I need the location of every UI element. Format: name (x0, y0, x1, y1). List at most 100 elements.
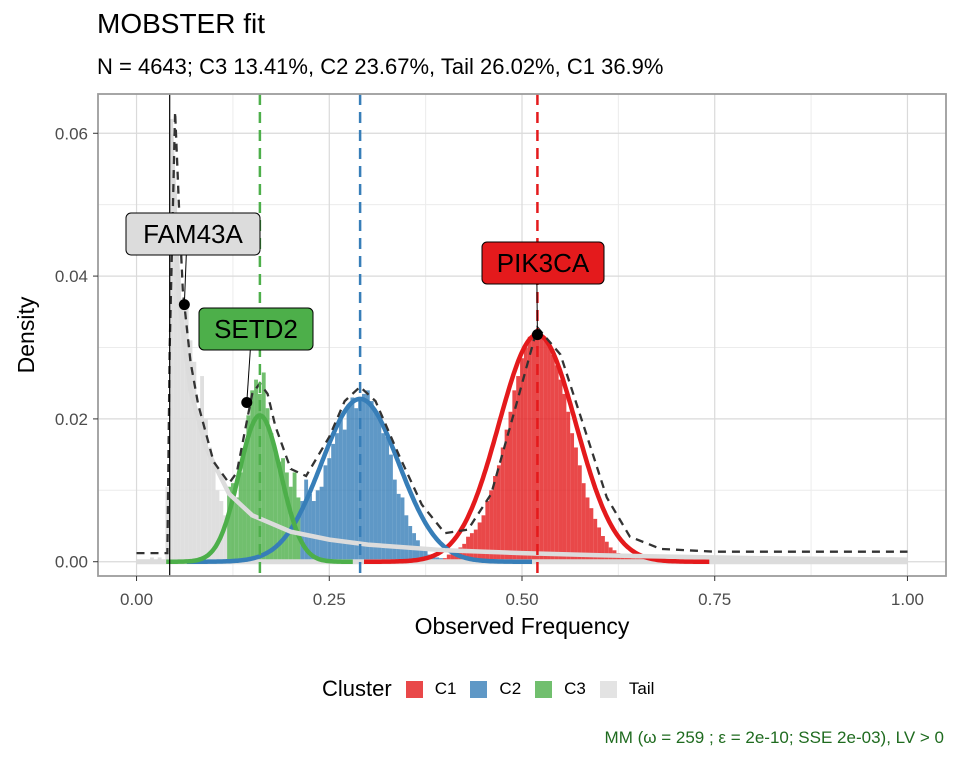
histogram-bar (419, 547, 424, 562)
histogram-bar (604, 541, 609, 562)
annotation-fam43a: FAM43A (125, 212, 261, 311)
histogram-bar (547, 343, 551, 562)
histogram-bar (562, 393, 567, 562)
histogram-bar (331, 443, 336, 562)
histogram-bar (585, 497, 590, 562)
histogram-bar (431, 556, 436, 562)
legend-title: Cluster (322, 676, 392, 701)
histogram-bar (288, 486, 293, 562)
histogram-bar (238, 472, 243, 562)
histogram-bar (450, 553, 455, 562)
annotation-leader (536, 283, 538, 335)
histogram-bar (365, 390, 370, 562)
histogram-bar (593, 518, 598, 562)
histogram-bar (234, 497, 239, 562)
histogram-bar (396, 493, 401, 562)
histogram-bar (230, 483, 235, 562)
histogram-bar (566, 411, 571, 562)
histogram-bar (277, 461, 282, 562)
histogram-bar (477, 522, 482, 562)
legend-item-c2: C2 (470, 679, 521, 699)
legend-item-c1: C1 (405, 679, 457, 699)
histogram-bar (173, 190, 178, 562)
histogram-bar (446, 554, 451, 562)
histogram-bar (304, 479, 309, 562)
histogram-bar (620, 554, 625, 562)
histogram-bar (601, 536, 605, 562)
histogram-bar (354, 408, 359, 562)
histogram-bar (558, 379, 563, 562)
histogram-bar (481, 515, 486, 562)
histogram-bar (531, 333, 536, 562)
legend-label-tail: Tail (628, 679, 655, 698)
histogram-bar (624, 556, 628, 562)
y-axis-label: Density (13, 296, 39, 373)
annotation-point (531, 329, 543, 341)
histogram-bar (265, 408, 270, 562)
legend-label-c1: C1 (434, 679, 457, 698)
histogram-bar (315, 490, 320, 562)
histogram-bar (342, 429, 347, 562)
histogram-bar (192, 361, 197, 562)
histogram-bar (188, 340, 193, 562)
histogram-bar (207, 447, 212, 562)
histogram-bar (362, 393, 366, 562)
histogram-bars (150, 118, 655, 562)
histogram-bar (300, 501, 305, 562)
chart-subtitle: N = 4643; C3 13.41%, C2 23.67%, Tail 26.… (97, 54, 664, 79)
histogram-bar (273, 451, 278, 562)
annotation-label-box (481, 241, 605, 285)
histogram-bar (523, 347, 528, 562)
y-tick-label: 0.06 (55, 124, 88, 143)
histogram-bar (577, 465, 582, 562)
histogram-bar (597, 527, 602, 562)
histogram-bar (261, 372, 266, 562)
histogram-bar (350, 397, 355, 562)
model-caption: MM (ω = 259 ; ε = 2e-10; SSE 2e-03), LV … (604, 728, 944, 747)
histogram-bar (196, 418, 201, 562)
histogram-bar (204, 418, 208, 562)
histogram-bar (504, 429, 509, 562)
legend-swatch-c1 (405, 680, 423, 698)
histogram-bar (180, 304, 185, 562)
histogram-bar (377, 415, 382, 562)
x-tick-label: 0.25 (313, 590, 346, 609)
histogram-bar (512, 390, 517, 562)
histogram-bar (338, 418, 343, 562)
gene-annotations: FAM43A SETD2 PIK3CA (125, 212, 605, 408)
legend-swatch-c3 (535, 680, 553, 698)
histogram-bar (408, 526, 413, 562)
histogram-bar (520, 358, 524, 562)
histogram-bar (184, 308, 189, 562)
histogram-bar (508, 411, 513, 562)
x-tick-label: 0.00 (120, 590, 153, 609)
density-curves (136, 111, 908, 565)
histogram-bar (215, 490, 220, 562)
histogram-bar (404, 515, 409, 562)
annotation-leader (183, 254, 187, 305)
legend-item-tail: Tail (599, 679, 655, 699)
histogram-bar (489, 490, 494, 562)
histogram-bar (581, 483, 586, 562)
histogram-bar (473, 529, 478, 562)
histogram-bar (246, 415, 251, 562)
annotation-leader (246, 349, 251, 403)
annotation-point (241, 396, 253, 408)
histogram-bar (284, 472, 289, 562)
histogram-bar (327, 458, 332, 562)
x-axis-label: Observed Frequency (415, 613, 630, 639)
legend: Cluster C1 C2 C3 Tail (322, 676, 668, 702)
histogram-bar (269, 433, 274, 562)
histogram-bar (308, 493, 312, 562)
histogram-bar (281, 458, 285, 562)
x-tick-label: 1.00 (891, 590, 924, 609)
histogram-bar (292, 472, 297, 562)
histogram-bar (589, 508, 594, 562)
histogram-bar (369, 401, 374, 562)
histogram-bar (381, 433, 386, 562)
histogram-bar (200, 376, 204, 562)
histogram-bar (539, 336, 544, 562)
histogram-bar (211, 465, 216, 562)
histogram-bar (319, 486, 324, 562)
x-tick-label: 0.75 (698, 590, 731, 609)
